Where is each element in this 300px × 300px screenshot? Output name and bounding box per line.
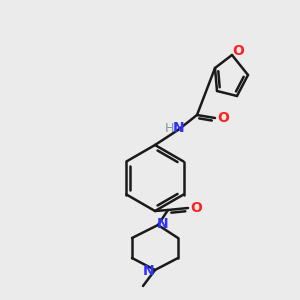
Text: O: O [232, 44, 244, 58]
Text: H: H [164, 122, 174, 134]
Text: O: O [190, 201, 202, 215]
Text: N: N [173, 121, 185, 135]
Text: O: O [217, 111, 229, 125]
Text: N: N [157, 217, 169, 231]
Text: N: N [143, 264, 155, 278]
